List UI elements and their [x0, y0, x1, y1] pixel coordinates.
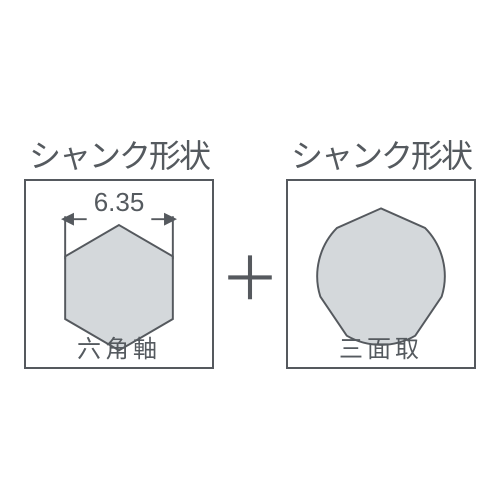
- plus-symbol: ＋: [220, 250, 280, 310]
- diagram-container: シャンク形状 6.35 六角軸: [24, 131, 476, 369]
- left-panel: シャンク形状 6.35 六角軸: [24, 131, 214, 369]
- right-title: シャンク形状: [291, 131, 471, 177]
- left-box: 6.35 六角軸: [24, 179, 214, 369]
- right-panel: シャンク形状 三面取: [286, 131, 476, 369]
- three-flat-shape: [317, 208, 445, 344]
- right-box: 三面取: [286, 179, 476, 369]
- left-title: シャンク形状: [29, 131, 209, 177]
- left-caption: 六角軸: [26, 329, 212, 364]
- right-caption: 三面取: [288, 329, 474, 364]
- dimension-value: 6.35: [26, 187, 212, 218]
